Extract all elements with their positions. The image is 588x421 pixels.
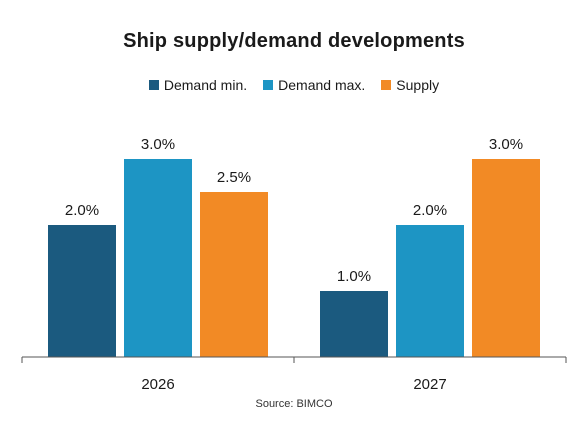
bar-2026-demand-min <box>48 225 116 357</box>
bar-2027-supply <box>472 159 540 357</box>
legend-swatch-supply <box>381 80 392 90</box>
x-tick-label-2026: 2026 <box>141 376 174 393</box>
legend-item-supply: Supply <box>381 77 439 93</box>
data-label-2027-demand-min: 1.0% <box>337 268 371 285</box>
source-note: Source: BIMCO <box>255 398 333 410</box>
legend-item-demand-max: Demand max. <box>263 77 365 93</box>
x-tick-label-2027: 2027 <box>413 376 446 393</box>
bar-2027-demand-max <box>396 225 464 357</box>
data-label-2026-demand-min: 2.0% <box>65 202 99 219</box>
legend-label-supply: Supply <box>396 77 440 93</box>
legend-item-demand-min: Demand min. <box>148 77 248 93</box>
legend-label-demand-min: Demand min. <box>163 77 248 93</box>
bar-2027-demand-min <box>320 291 388 357</box>
data-label-2026-supply: 2.5% <box>217 169 251 186</box>
data-label-2026-demand-max: 3.0% <box>141 136 175 153</box>
legend: Demand min. Demand max. Supply <box>0 77 588 93</box>
bar-2026-supply <box>200 192 268 357</box>
legend-swatch-demand-max <box>263 80 274 90</box>
legend-label-demand-max: Demand max. <box>278 77 366 93</box>
bar-2026-demand-max <box>124 159 192 357</box>
legend-swatch-demand-min <box>148 80 159 90</box>
data-label-2027-demand-max: 2.0% <box>413 202 447 219</box>
chart-title: Ship supply/demand developments <box>123 30 465 52</box>
data-label-2027-supply: 3.0% <box>489 136 523 153</box>
